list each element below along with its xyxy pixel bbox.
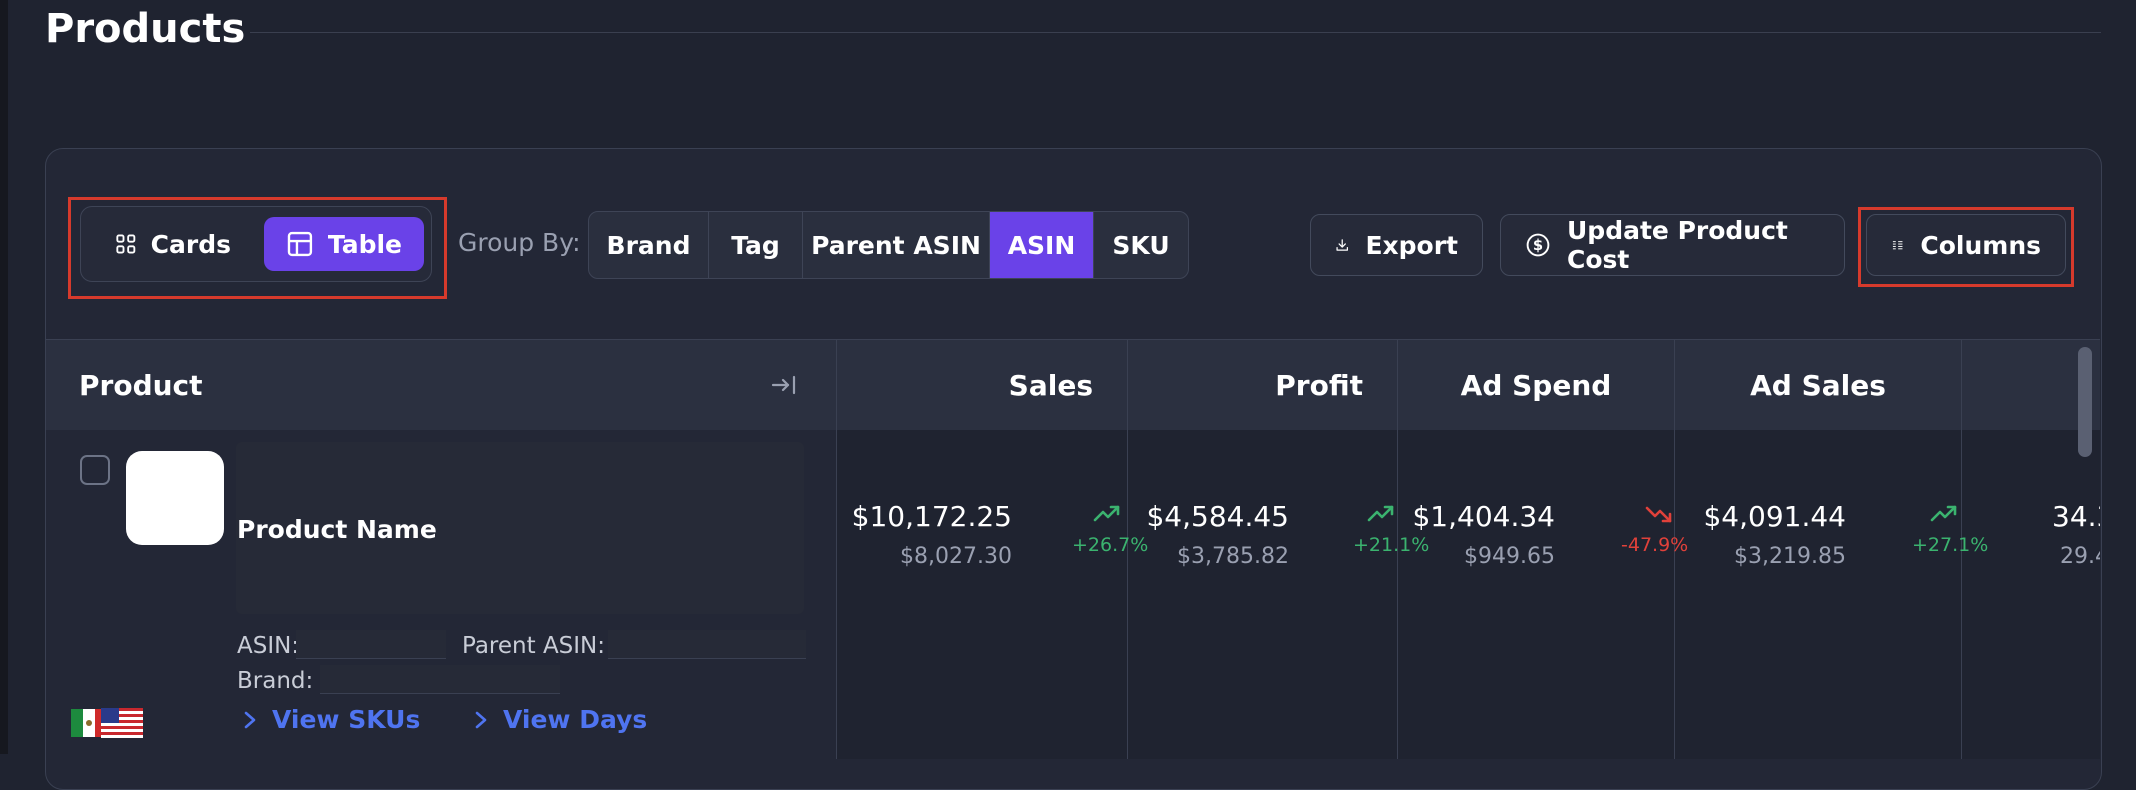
- trend-up-icon: [1093, 505, 1120, 522]
- view-days-link[interactable]: View Days: [473, 705, 647, 734]
- trend-down-icon: [1645, 506, 1672, 523]
- sales-cell: $10,172.25 $8,027.30 +26.7%: [837, 430, 1148, 759]
- download-icon: [1336, 239, 1348, 251]
- ad-sales-cell: $4,091.44 $3,219.85 +27.1%: [1675, 430, 1988, 759]
- group-by-label: Group By:: [458, 228, 581, 257]
- columns-button[interactable]: Columns: [1866, 214, 2066, 276]
- usa-flag-icon: [101, 708, 143, 738]
- update-product-cost-label: Update Product Cost: [1567, 216, 1788, 274]
- next-metric-previous: 29.4: [2060, 544, 2100, 569]
- column-header-product-label: Product: [79, 368, 203, 402]
- profit-value: $4,584.45: [1146, 500, 1289, 533]
- group-by-segmented-control: Brand Tag Parent ASIN ASIN SKU: [588, 211, 1189, 279]
- ad-sales-delta: +27.1%: [1912, 534, 1989, 556]
- export-button[interactable]: Export: [1310, 214, 1483, 276]
- group-by-parent-asin[interactable]: Parent ASIN: [803, 212, 990, 278]
- view-skus-label: View SKUs: [272, 705, 421, 734]
- sales-delta: +26.7%: [1072, 534, 1149, 556]
- row-checkbox[interactable]: [80, 455, 110, 485]
- group-by-sku[interactable]: SKU: [1112, 230, 1170, 260]
- column-header-ad-spend[interactable]: Ad Spend: [1398, 340, 1675, 430]
- view-skus-link[interactable]: View SKUs: [242, 705, 420, 734]
- ad-spend-value: $1,404.34: [1412, 500, 1555, 533]
- cards-view-button[interactable]: Cards: [93, 217, 253, 271]
- profit-cell: $4,584.45 $3,785.82 +21.1%: [1128, 430, 1429, 759]
- vertical-scrollbar-thumb[interactable]: [2078, 347, 2092, 457]
- profit-delta: +21.1%: [1353, 534, 1430, 556]
- cards-label: Cards: [150, 229, 231, 259]
- group-by-asin[interactable]: ASIN: [990, 212, 1094, 278]
- export-label: Export: [1365, 230, 1458, 260]
- ad-spend-previous: $949.65: [1464, 544, 1555, 569]
- column-header-sales[interactable]: Sales: [837, 340, 1128, 430]
- sales-value: $10,172.25: [851, 500, 1012, 533]
- view-toggle: Cards Table: [80, 206, 432, 282]
- sales-previous: $8,027.30: [900, 544, 1012, 569]
- pin-column-icon[interactable]: [770, 373, 798, 397]
- trend-up-icon: [1367, 505, 1394, 522]
- ad-spend-cell: $1,404.34 $949.65 -47.9%: [1398, 430, 1688, 759]
- next-metric-value: 34.32: [2052, 500, 2100, 533]
- asin-value: [296, 630, 446, 659]
- dollar-circle-icon: $: [1526, 233, 1550, 257]
- columns-label: Columns: [1920, 230, 2041, 260]
- table-icon: [287, 231, 313, 257]
- svg-text:$: $: [1533, 237, 1543, 254]
- product-name-box: [236, 442, 804, 614]
- product-thumbnail: [126, 451, 224, 545]
- next-metric-cell: 34.32 29.4: [1962, 430, 2100, 759]
- chevron-right-icon: [475, 711, 487, 728]
- column-header-profit[interactable]: Profit: [1128, 340, 1398, 430]
- brand-label: Brand:: [237, 668, 314, 694]
- trend-up-icon: [1930, 505, 1957, 522]
- table-header-row: Product Sales Profit Ad Spend Ad Sales: [46, 339, 2100, 431]
- page-title: Products: [45, 6, 246, 52]
- group-by-tag[interactable]: Tag: [709, 212, 803, 278]
- view-days-label: View Days: [503, 705, 648, 734]
- asin-label: ASIN:: [237, 633, 300, 659]
- brand-value: [320, 665, 560, 694]
- parent-asin-label: Parent ASIN:: [462, 633, 606, 659]
- ad-sales-value: $4,091.44: [1703, 500, 1846, 533]
- table-row: Product Name ASIN: Parent ASIN: Brand:: [46, 430, 2100, 759]
- update-product-cost-button[interactable]: $ Update Product Cost: [1500, 214, 1845, 276]
- column-header-ad-sales[interactable]: Ad Sales: [1675, 340, 1962, 430]
- column-header-product[interactable]: Product: [46, 340, 837, 430]
- title-divider: [250, 32, 2101, 33]
- table-view-button[interactable]: Table: [264, 217, 424, 271]
- table-label: Table: [327, 229, 402, 259]
- product-cell: Product Name ASIN: Parent ASIN: Brand:: [46, 430, 837, 759]
- group-by-brand[interactable]: Brand: [589, 212, 709, 278]
- chevron-right-icon: [244, 711, 256, 728]
- columns-icon: [1892, 241, 1903, 250]
- grid-icon: [116, 234, 136, 254]
- ad-sales-previous: $3,219.85: [1734, 544, 1846, 569]
- ad-spend-delta: -47.9%: [1621, 534, 1689, 556]
- parent-asin-value: [608, 630, 806, 659]
- left-edge: [0, 0, 8, 754]
- product-name: Product Name: [237, 515, 437, 544]
- products-table: Product Sales Profit Ad Spend Ad Sales P…: [46, 339, 2100, 759]
- profit-previous: $3,785.82: [1177, 544, 1289, 569]
